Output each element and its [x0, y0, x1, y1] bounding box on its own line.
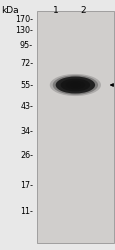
- Text: 1: 1: [53, 6, 59, 15]
- Text: 130-: 130-: [15, 26, 33, 35]
- Text: 170-: 170-: [15, 16, 33, 24]
- Text: kDa: kDa: [1, 6, 19, 15]
- Text: 43-: 43-: [20, 102, 33, 111]
- Text: 34-: 34-: [20, 127, 33, 136]
- Ellipse shape: [60, 78, 89, 91]
- Text: 17-: 17-: [20, 180, 33, 190]
- Text: 11-: 11-: [20, 207, 33, 216]
- Text: 26-: 26-: [20, 151, 33, 160]
- Text: 72-: 72-: [20, 58, 33, 68]
- Text: 2: 2: [80, 6, 86, 15]
- Text: 95-: 95-: [20, 40, 33, 50]
- Ellipse shape: [49, 74, 100, 96]
- Ellipse shape: [52, 75, 97, 95]
- Text: 55-: 55-: [20, 80, 33, 90]
- Ellipse shape: [65, 81, 85, 89]
- Ellipse shape: [55, 76, 94, 94]
- Bar: [36, 10, 113, 242]
- Ellipse shape: [70, 83, 80, 87]
